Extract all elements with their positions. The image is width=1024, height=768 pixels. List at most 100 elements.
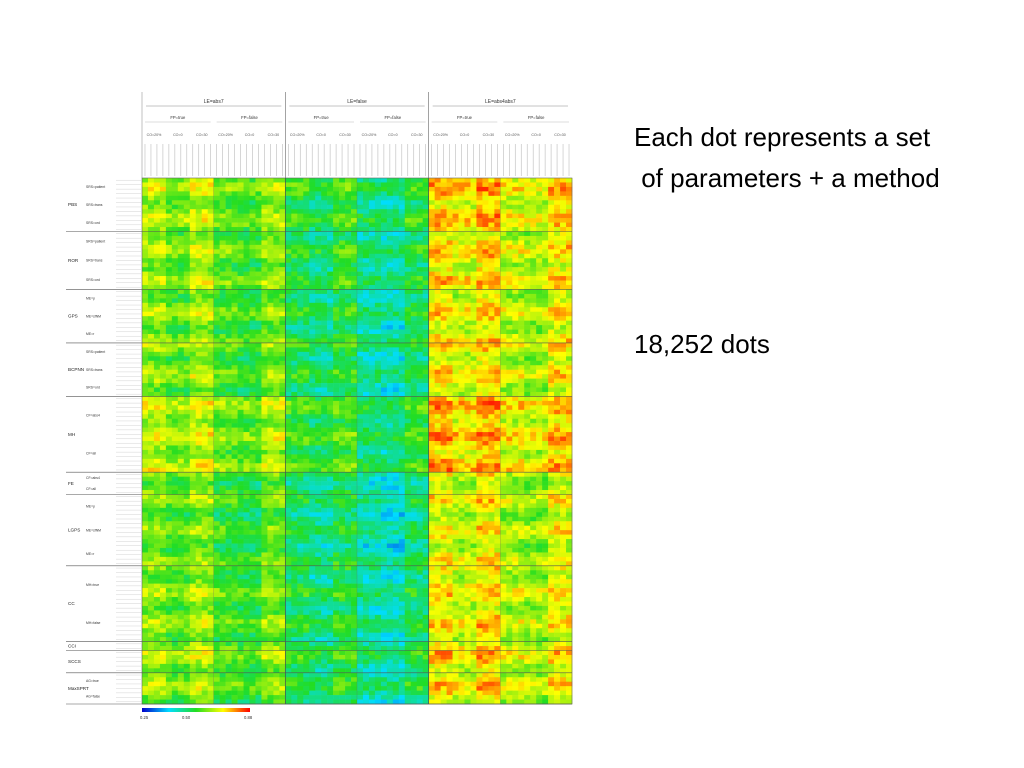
heat-cell [494, 276, 501, 281]
heat-cell [333, 222, 340, 228]
heat-cell [476, 235, 483, 241]
heat-cell [267, 396, 274, 402]
heat-cell [333, 244, 340, 250]
heat-cell [243, 351, 250, 357]
heat-cell [219, 374, 226, 379]
heat-cell [482, 276, 489, 281]
heat-cell [183, 342, 191, 348]
heat-cell [267, 298, 274, 304]
heat-cell [327, 347, 334, 353]
heat-cell [434, 356, 441, 362]
heat-cell [285, 374, 292, 379]
heat-cell [488, 396, 495, 402]
heat-cell [440, 284, 447, 290]
co-group-label: CO=0 [460, 133, 470, 137]
heat-cell [327, 338, 334, 344]
heat-cell [458, 320, 465, 326]
heat-cell [416, 209, 423, 214]
heat-cell [243, 418, 250, 424]
heat-cell [273, 449, 280, 455]
heat-cell [458, 235, 465, 241]
heat-cell [398, 329, 406, 335]
heat-cell [273, 369, 280, 375]
heat-cell [261, 414, 268, 420]
heat-cell [368, 325, 376, 330]
heat-cell [404, 280, 412, 286]
heat-cell [327, 186, 334, 192]
heat-cell [142, 445, 149, 451]
heat-cell [422, 235, 429, 241]
heat-cell [518, 391, 525, 397]
heat-cell [177, 195, 185, 201]
heat-cell [410, 338, 418, 344]
heat-cell [183, 458, 191, 464]
heat-cell [464, 325, 471, 330]
heat-cell [464, 445, 471, 451]
heat-cell [422, 302, 429, 308]
heat-cell [219, 307, 226, 313]
heat-cell [237, 396, 244, 402]
heat-cell [530, 351, 537, 357]
heat-cell [476, 400, 483, 406]
heat-cell [153, 276, 161, 281]
heat-cell [159, 267, 167, 272]
heat-cell [482, 298, 489, 304]
heat-cell [446, 320, 453, 326]
heat-cell [142, 227, 149, 232]
heat-cell [279, 449, 286, 455]
heat-cell [243, 244, 250, 250]
heat-cell [291, 458, 298, 464]
heat-cell [351, 244, 358, 250]
heat-cell [153, 231, 161, 237]
heat-cell [548, 244, 555, 250]
heat-cell [470, 276, 477, 281]
heat-cell [476, 342, 483, 348]
heat-cell [524, 351, 531, 357]
heat-cell [536, 195, 543, 201]
heat-cell [458, 191, 465, 197]
heat-cell [315, 222, 322, 228]
heat-cell [321, 405, 328, 411]
row-subgroup-label: SRS=patient [86, 350, 105, 354]
heat-cell [440, 423, 447, 428]
heat-cell [183, 432, 191, 437]
heat-cell [458, 240, 465, 246]
heat-cell [333, 204, 340, 210]
heat-cell [165, 374, 173, 379]
heat-cell [225, 213, 232, 219]
heat-cell [518, 191, 525, 197]
heat-cell [207, 360, 214, 366]
heat-cell [368, 253, 376, 259]
heat-cell [255, 458, 262, 464]
heat-cell [255, 356, 262, 362]
heat-cell [153, 441, 161, 446]
heat-cell [536, 280, 543, 286]
heat-cell [225, 244, 232, 250]
heat-cell [279, 414, 286, 420]
heat-cell [470, 267, 477, 272]
heat-cell [542, 316, 549, 321]
heat-cell [315, 374, 322, 379]
heat-cell [476, 253, 483, 259]
heat-cell [482, 209, 489, 214]
heat-cell [273, 258, 280, 263]
heat-cell [279, 391, 286, 397]
heat-cell [142, 351, 149, 357]
heat-cell [554, 374, 561, 379]
heat-cell [368, 195, 376, 201]
heat-cell [273, 356, 280, 362]
heat-cell [512, 222, 519, 228]
heat-cell [255, 445, 262, 451]
heat-cell [422, 178, 429, 183]
heat-cell [207, 342, 214, 348]
heat-cell [368, 235, 376, 241]
heat-cell [524, 378, 531, 384]
heat-cell [213, 178, 220, 183]
heat-cell [333, 378, 340, 384]
heat-cell [494, 213, 501, 219]
heat-cell [470, 347, 477, 353]
heat-cell [195, 423, 203, 428]
heat-cell [357, 432, 364, 437]
heat-cell [374, 178, 382, 183]
heat-cell [177, 302, 185, 308]
